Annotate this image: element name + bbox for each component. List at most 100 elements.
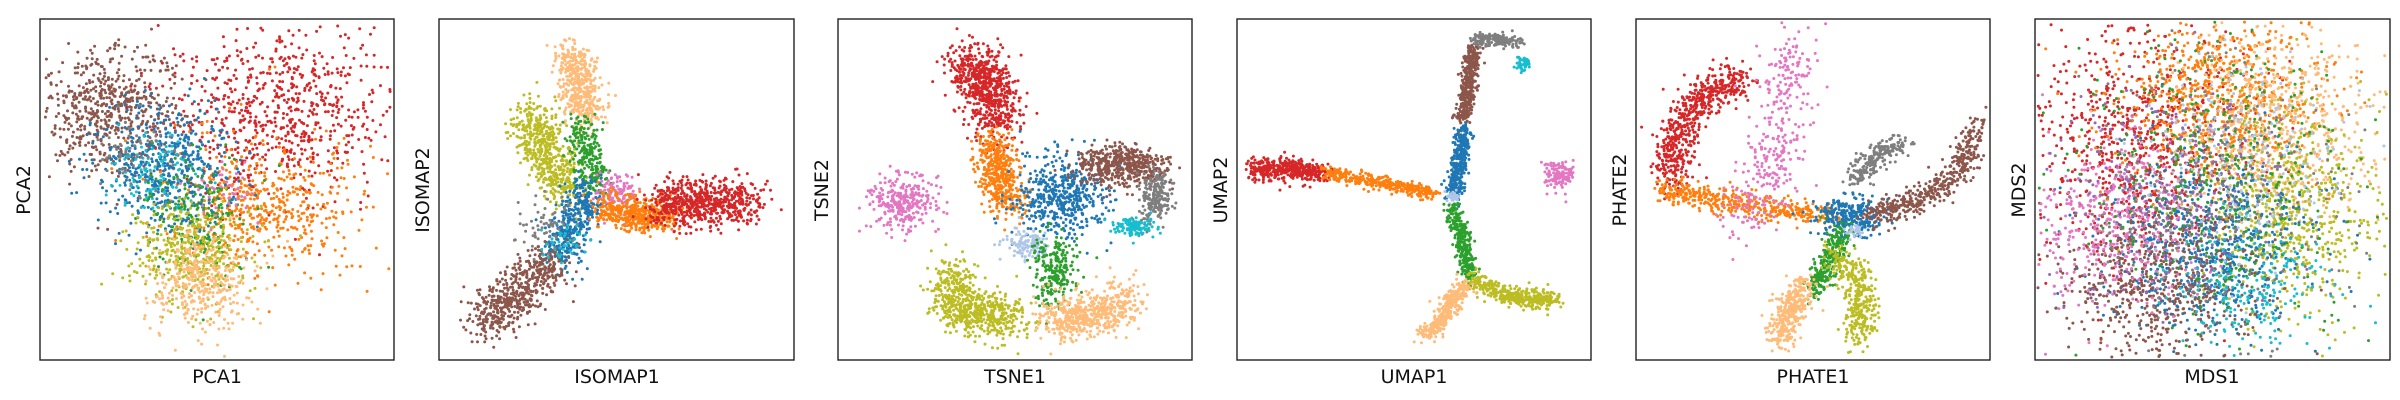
data-point [256,221,260,224]
data-point [325,201,329,205]
data-point [607,81,611,85]
data-point [175,297,178,301]
data-point [62,114,66,118]
data-point [152,169,156,173]
data-point [248,236,252,240]
data-point [533,141,537,145]
data-point [326,70,330,74]
data-point [536,94,540,98]
data-point [286,228,290,232]
data-point [235,159,239,163]
data-point [236,54,240,58]
data-point [173,348,177,352]
data-point [195,59,199,63]
data-point [164,135,168,139]
data-point [585,79,589,83]
data-point [195,312,199,316]
data-point [102,74,106,78]
data-point [240,160,244,164]
data-point [241,62,245,66]
data-point [217,68,221,72]
data-point [520,136,523,140]
data-point [150,139,154,143]
data-point [200,342,204,346]
data-point [150,27,153,31]
data-point [190,123,194,127]
data-point [67,42,71,45]
data-point [147,85,151,89]
data-point [282,64,286,68]
data-point [560,56,564,60]
data-point [68,144,72,148]
data-point [161,180,165,184]
data-point [75,136,79,139]
data-point [521,123,525,127]
data-point [335,67,339,71]
data-point [230,269,233,273]
data-point [152,267,156,271]
data-point [259,266,263,270]
data-point [228,192,232,196]
data-point [282,178,286,182]
data-point [145,196,149,200]
data-point [534,164,538,168]
data-point [300,120,304,124]
data-point [277,141,281,145]
data-point [160,174,163,178]
data-point [158,271,162,275]
data-point [341,210,345,214]
data-point [290,247,293,251]
data-point [215,196,219,200]
data-point [183,93,187,97]
data-point [573,170,576,174]
data-point [108,46,112,50]
data-point [550,127,554,131]
data-point [168,259,171,263]
data-point [249,115,252,119]
data-point [155,197,159,201]
data-point [241,230,245,234]
data-point [247,100,251,104]
data-point [296,210,300,213]
data-point [289,109,293,113]
data-point [330,209,334,213]
data-point [557,93,561,96]
data-point [583,101,587,105]
data-point [320,239,324,243]
data-point [314,74,318,78]
data-point [195,220,199,223]
data-point [379,65,383,69]
data-point [350,146,354,150]
data-point [285,215,288,219]
data-point [219,281,223,284]
data-point [203,144,207,148]
data-point [252,317,255,321]
data-point [224,176,228,180]
data-point [576,115,580,119]
data-point [196,116,200,120]
data-point [332,146,336,150]
data-point [110,157,114,161]
data-point [218,173,222,177]
data-point [185,303,189,307]
data-point [292,152,296,156]
data-point [117,74,121,78]
data-point [232,300,235,304]
data-point [266,71,269,75]
data-point [291,185,295,189]
data-point [577,50,581,54]
data-point [286,165,290,169]
data-point [183,316,187,320]
data-point [210,101,213,104]
data-point [276,216,280,220]
data-point [543,226,547,230]
data-point [198,167,202,171]
data-point [336,122,340,126]
data-point [322,171,325,175]
data-point [134,252,138,256]
data-point [68,162,72,166]
data-point [234,177,238,181]
data-point [235,249,239,253]
data-point [272,129,276,133]
data-point [284,254,288,258]
